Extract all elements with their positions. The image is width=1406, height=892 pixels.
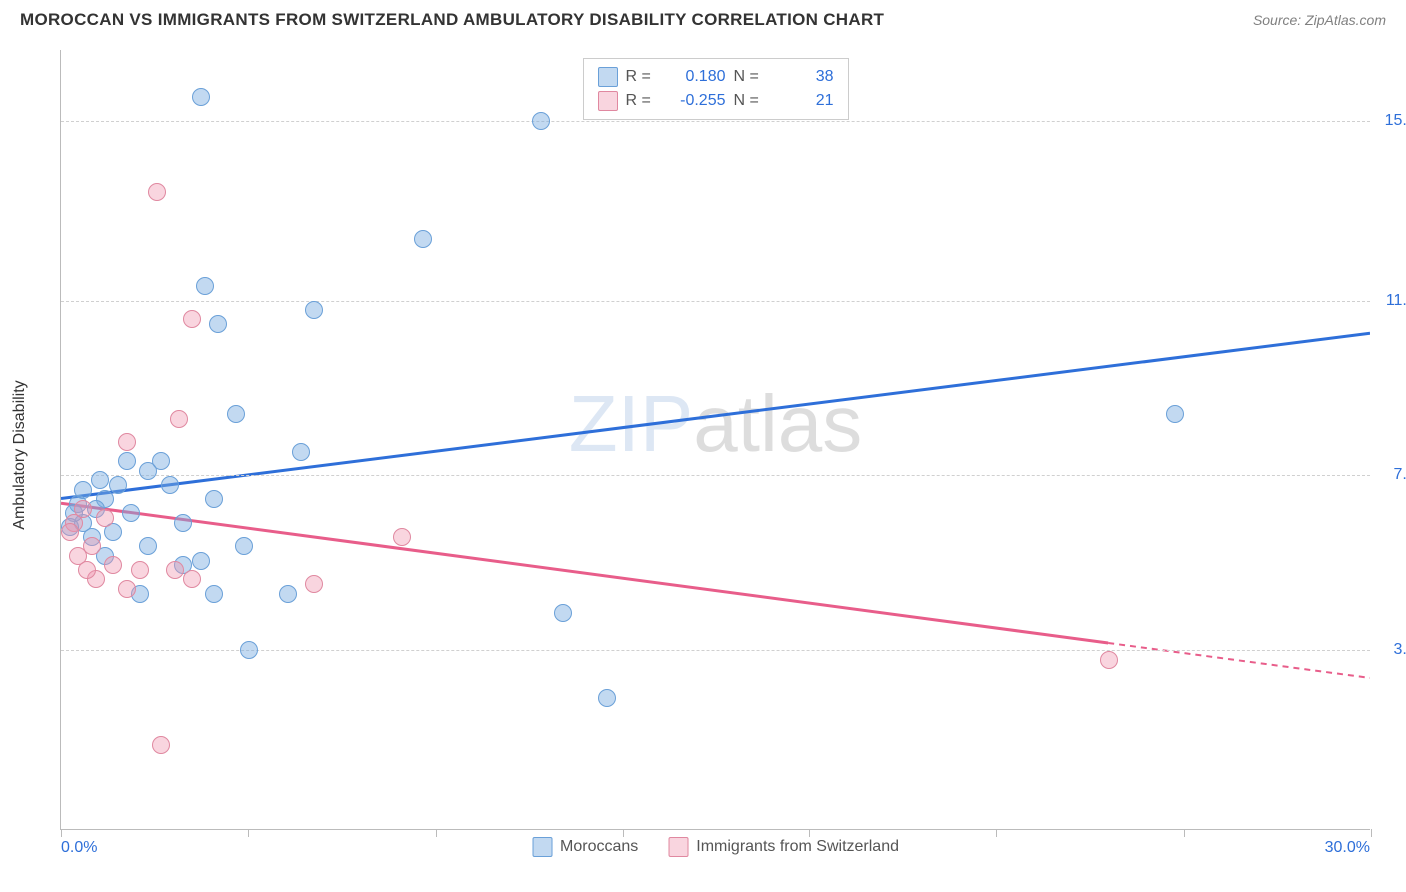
legend-n-label: N =	[734, 92, 766, 110]
scatter-point	[305, 301, 323, 319]
legend-r-label: R =	[626, 92, 658, 110]
scatter-point	[183, 310, 201, 328]
scatter-point	[61, 523, 79, 541]
scatter-point	[139, 462, 157, 480]
x-tick	[1371, 829, 1372, 837]
x-tick	[809, 829, 810, 837]
scatter-point	[161, 476, 179, 494]
scatter-point	[118, 580, 136, 598]
chart-title: MOROCCAN VS IMMIGRANTS FROM SWITZERLAND …	[20, 10, 884, 30]
scatter-point	[240, 641, 258, 659]
gridline	[61, 301, 1370, 302]
gridline	[61, 121, 1370, 122]
x-axis-min-label: 0.0%	[61, 839, 97, 857]
scatter-point	[104, 556, 122, 574]
watermark-part1: ZIP	[569, 379, 693, 468]
legend-swatch-bottom-1	[668, 837, 688, 857]
legend-r-label: R =	[626, 68, 658, 86]
x-tick	[1184, 829, 1185, 837]
legend-n-value-1: 21	[774, 92, 834, 110]
scatter-point	[305, 575, 323, 593]
legend-swatch-bottom-0	[532, 837, 552, 857]
scatter-point	[554, 604, 572, 622]
scatter-point	[170, 410, 188, 428]
legend-item-series-1: Immigrants from Switzerland	[668, 837, 899, 857]
scatter-point	[235, 537, 253, 555]
x-tick	[436, 829, 437, 837]
scatter-point	[118, 433, 136, 451]
scatter-point	[205, 585, 223, 603]
scatter-point	[139, 537, 157, 555]
scatter-point	[74, 481, 92, 499]
legend-item-series-0: Moroccans	[532, 837, 638, 857]
scatter-point	[148, 183, 166, 201]
trend-lines-svg	[61, 50, 1370, 829]
scatter-point	[227, 405, 245, 423]
legend-r-value-0: 0.180	[666, 68, 726, 86]
scatter-point	[414, 230, 432, 248]
y-tick-label: 15.0%	[1375, 112, 1406, 130]
scatter-point	[1166, 405, 1184, 423]
scatter-point	[598, 689, 616, 707]
legend-n-label: N =	[734, 68, 766, 86]
chart-header: MOROCCAN VS IMMIGRANTS FROM SWITZERLAND …	[0, 0, 1406, 38]
legend-row-series-0: R = 0.180 N = 38	[598, 65, 834, 89]
scatter-point	[209, 315, 227, 333]
watermark-part2: atlas	[693, 379, 862, 468]
x-tick	[623, 829, 624, 837]
y-tick-label: 7.5%	[1375, 466, 1406, 484]
legend-swatch-0	[598, 67, 618, 87]
scatter-point	[152, 736, 170, 754]
scatter-point	[74, 500, 92, 518]
legend-swatch-1	[598, 91, 618, 111]
scatter-point	[78, 561, 96, 579]
scatter-point	[192, 88, 210, 106]
scatter-point	[183, 570, 201, 588]
scatter-point	[393, 528, 411, 546]
y-axis-title: Ambulatory Disability	[11, 380, 29, 529]
legend-series: Moroccans Immigrants from Switzerland	[532, 837, 899, 857]
scatter-point	[192, 552, 210, 570]
legend-n-value-0: 38	[774, 68, 834, 86]
scatter-point	[122, 504, 140, 522]
scatter-point	[109, 476, 127, 494]
scatter-point	[166, 561, 184, 579]
scatter-point	[96, 509, 114, 527]
chart-container: Ambulatory Disability ZIPatlas R = 0.180…	[40, 50, 1386, 860]
legend-r-value-1: -0.255	[666, 92, 726, 110]
scatter-point	[174, 514, 192, 532]
scatter-plot-area: ZIPatlas R = 0.180 N = 38 R = -0.255 N =…	[60, 50, 1370, 830]
legend-correlation: R = 0.180 N = 38 R = -0.255 N = 21	[583, 58, 849, 120]
scatter-point	[205, 490, 223, 508]
x-tick	[248, 829, 249, 837]
y-tick-label: 11.2%	[1375, 292, 1406, 310]
scatter-point	[131, 561, 149, 579]
scatter-point	[292, 443, 310, 461]
scatter-point	[91, 471, 109, 489]
scatter-point	[532, 112, 550, 130]
y-tick-label: 3.8%	[1375, 641, 1406, 659]
scatter-point	[118, 452, 136, 470]
legend-label-1: Immigrants from Switzerland	[696, 838, 899, 856]
scatter-point	[1100, 651, 1118, 669]
chart-source: Source: ZipAtlas.com	[1253, 12, 1386, 28]
x-tick	[61, 829, 62, 837]
gridline	[61, 475, 1370, 476]
scatter-point	[279, 585, 297, 603]
scatter-point	[196, 277, 214, 295]
legend-row-series-1: R = -0.255 N = 21	[598, 89, 834, 113]
x-tick	[996, 829, 997, 837]
legend-label-0: Moroccans	[560, 838, 638, 856]
watermark: ZIPatlas	[569, 378, 862, 470]
x-axis-max-label: 30.0%	[1325, 839, 1370, 857]
